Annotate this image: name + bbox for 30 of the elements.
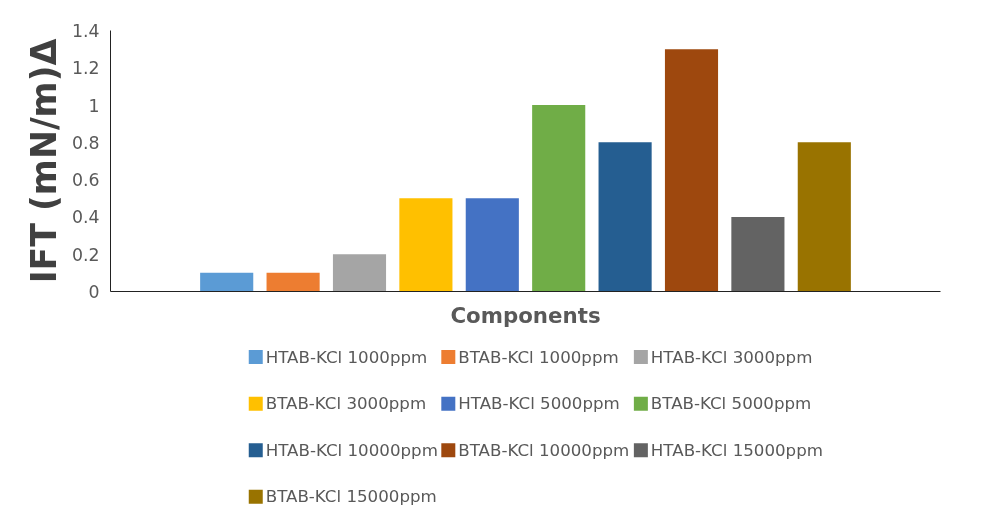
y-tick-label: 0.6 xyxy=(71,170,100,191)
bar xyxy=(266,272,320,292)
y-axis-title: IFT (mN/m)Δ xyxy=(23,38,64,284)
y-tick-label: 1.2 xyxy=(71,58,100,79)
legend-label: BTAB-KCl 5000ppm xyxy=(650,394,812,414)
legend-label: HTAB-KCl 1000ppm xyxy=(265,347,428,367)
legend-label: BTAB-KCl 3000ppm xyxy=(265,394,427,414)
y-tick-label: 1.4 xyxy=(71,21,100,41)
y-tick-label: 0.2 xyxy=(71,244,100,265)
bar xyxy=(332,254,387,292)
bar xyxy=(399,198,453,292)
legend-label: BTAB-KCl 10000ppm xyxy=(458,440,630,460)
legend-label: HTAB-KCl 10000ppm xyxy=(265,440,438,460)
y-tick-label: 0 xyxy=(88,282,100,302)
bar xyxy=(731,216,785,292)
x-axis-title: Components xyxy=(450,302,601,328)
legend-label: HTAB-KCl 15000ppm xyxy=(650,440,823,460)
legend-label: BTAB-KCl 15000ppm xyxy=(265,487,437,507)
legend-label: BTAB-KCl 1000ppm xyxy=(458,347,619,367)
legend-label: HTAB-KCl 3000ppm xyxy=(650,347,813,367)
bar xyxy=(598,142,652,292)
y-tick-label: 0.8 xyxy=(71,132,100,153)
y-tick-label: 0.4 xyxy=(71,207,100,228)
bar xyxy=(200,272,254,292)
bar xyxy=(664,49,719,292)
bar xyxy=(465,198,519,292)
bar xyxy=(532,105,586,292)
legend-label: HTAB-KCl 5000ppm xyxy=(458,394,620,414)
bar xyxy=(797,142,851,292)
y-tick-label: 1 xyxy=(88,95,100,116)
